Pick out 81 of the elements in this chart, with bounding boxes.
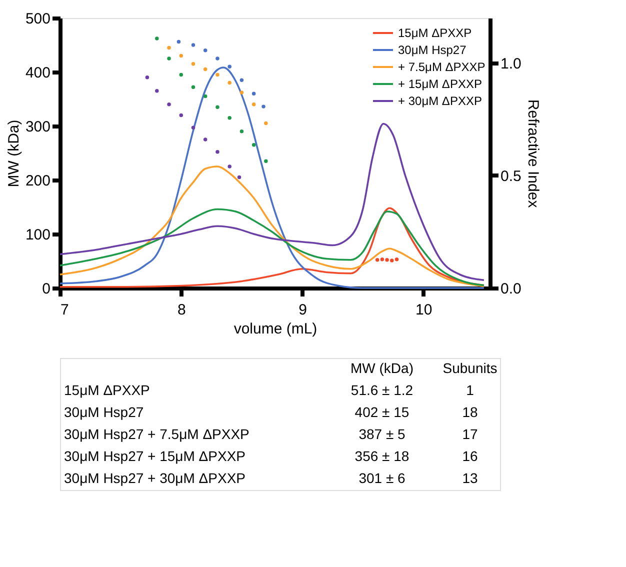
point — [375, 258, 380, 262]
point — [176, 40, 181, 44]
point — [394, 258, 399, 262]
point — [191, 126, 196, 130]
point — [179, 113, 183, 118]
y2-axis-title: Refractive Index — [524, 99, 542, 208]
x-axis-title: volume (mL) — [234, 320, 318, 338]
point — [228, 64, 232, 68]
point — [191, 43, 196, 47]
point — [167, 102, 171, 106]
text: 402 ± 15 — [354, 404, 410, 420]
point — [240, 90, 244, 94]
x-tick-label: 10 — [416, 302, 432, 318]
point — [203, 94, 208, 98]
text: MW (kDa) — [350, 360, 414, 376]
point — [216, 56, 220, 60]
legend-label: + 7.5μM ΔPXXP — [398, 60, 486, 74]
point — [191, 85, 196, 89]
point — [155, 89, 159, 93]
x-tick-label: 7 — [60, 302, 69, 318]
x-tick-label: 8 — [177, 302, 186, 318]
legend-label: 15μM ΔPXXP — [398, 26, 472, 40]
point — [179, 54, 183, 58]
y-tick-label: 200 — [25, 172, 50, 190]
point — [216, 105, 220, 109]
point — [167, 46, 171, 50]
point — [228, 164, 232, 168]
text: 30μM Hsp27 — [64, 404, 144, 420]
point — [203, 138, 208, 142]
text: 13 — [462, 470, 478, 486]
y-tick-label: 0 — [42, 280, 50, 298]
y-tick-label: 400 — [25, 64, 50, 82]
point — [228, 116, 232, 120]
y2-tick-label: 0.0 — [500, 280, 522, 298]
text: 387 ± 5 — [358, 426, 406, 442]
text: 1 — [466, 382, 474, 398]
text: 16 — [462, 448, 478, 464]
text: 18 — [462, 404, 478, 420]
point — [145, 76, 150, 80]
y2-tick-label: 1.0 — [500, 56, 522, 72]
y-tick-label: 100 — [25, 226, 50, 244]
point — [191, 62, 196, 66]
point — [179, 72, 183, 77]
text: 301 ± 6 — [358, 470, 406, 486]
point — [237, 175, 242, 180]
point — [203, 67, 208, 72]
point — [380, 258, 384, 262]
point — [252, 102, 256, 106]
point — [240, 130, 244, 134]
text: Subunits — [442, 360, 498, 376]
x-tick-label: 9 — [298, 302, 307, 318]
point — [167, 56, 171, 60]
text: 30μM Hsp27 + 15μM ΔPXXP — [64, 448, 246, 464]
line-series — [59, 122, 485, 282]
point — [216, 72, 220, 77]
text: 17 — [462, 426, 478, 442]
point — [252, 143, 256, 147]
legend-label: 30μM Hsp27 — [398, 43, 467, 57]
text: 30μM Hsp27 + 7.5μM ΔPXXP — [64, 426, 250, 442]
point — [264, 159, 268, 163]
legend-label: + 30μM ΔPXXP — [398, 94, 482, 108]
y2-tick-label: 0.5 — [500, 168, 522, 185]
point — [264, 121, 268, 126]
point — [216, 150, 220, 154]
point — [262, 104, 266, 108]
point — [390, 258, 394, 262]
point — [252, 92, 256, 96]
y-tick-label: 300 — [25, 118, 50, 136]
legend-label: + 15μM ΔPXXP — [398, 77, 482, 91]
text: 15μM ΔPXXP — [64, 382, 150, 398]
point — [228, 80, 232, 85]
text: 30μM Hsp27 + 30μM ΔPXXP — [64, 470, 246, 486]
y-tick-label: 500 — [25, 10, 50, 28]
text: 51.6 ± 1.2 — [350, 382, 414, 398]
point — [203, 48, 208, 52]
line-series — [59, 166, 485, 288]
y-axis-title: MW (kDa) — [5, 120, 22, 188]
point — [385, 258, 389, 262]
point — [240, 78, 244, 82]
text: 356 ± 18 — [354, 448, 410, 464]
point — [155, 36, 159, 40]
